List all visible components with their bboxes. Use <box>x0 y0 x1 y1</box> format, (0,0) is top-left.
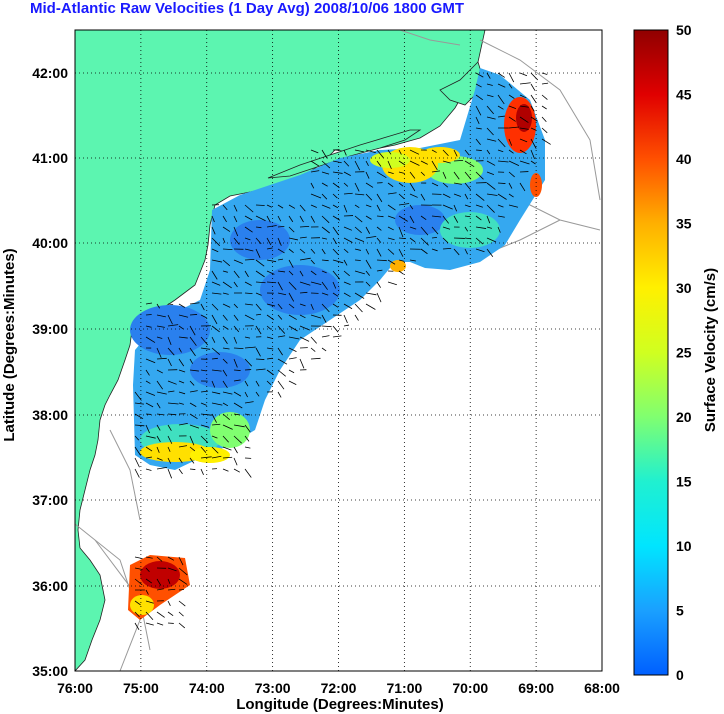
plot-frame <box>74 29 603 672</box>
colorbar-tick-label: 10 <box>676 538 692 554</box>
velocity-arrows <box>134 72 551 631</box>
x-tick-label: 71:00 <box>386 680 422 696</box>
y-tick-label: 42:00 <box>32 65 68 81</box>
velocity-field <box>128 68 545 620</box>
y-tick-label: 36:00 <box>32 578 68 594</box>
y-tick-label: 39:00 <box>32 321 68 337</box>
colorbar-tick-label: 5 <box>676 603 684 619</box>
y-tick-label: 40:00 <box>32 235 68 251</box>
colorbar-label: Surface Velocity (cm/s) <box>702 268 719 432</box>
colorbar-tick-label: 35 <box>676 216 692 232</box>
long-island <box>267 129 422 179</box>
colorbar-tick-label: 45 <box>676 87 692 103</box>
grid-lines <box>75 30 602 671</box>
colorbar-tick-label: 50 <box>676 22 692 38</box>
x-tick-label: 70:00 <box>452 680 488 696</box>
x-tick-label: 73:00 <box>255 680 291 696</box>
y-axis-label: Latitude (Degrees:Minutes) <box>1 248 18 441</box>
x-tick-label: 76:00 <box>57 680 93 696</box>
colorbar-tick-label: 0 <box>676 667 684 683</box>
x-axis-label: Longitude (Degrees:Minutes) <box>236 696 444 713</box>
y-tick-label: 38:00 <box>32 407 68 423</box>
y-tick-label: 41:00 <box>32 150 68 166</box>
x-tick-label: 72:00 <box>321 680 357 696</box>
x-tick-label: 69:00 <box>518 680 554 696</box>
x-tick-label: 68:00 <box>584 680 620 696</box>
colorbar-tick-label: 15 <box>676 474 692 490</box>
x-tick-label: 74:00 <box>189 680 225 696</box>
colorbar-tick-label: 40 <box>676 151 692 167</box>
map-title: Mid-Atlantic Raw Velocities (1 Day Avg) … <box>30 0 465 17</box>
x-tick-label: 75:00 <box>123 680 159 696</box>
colorbar-tick-label: 30 <box>676 280 692 296</box>
colorbar <box>633 29 669 676</box>
colorbar-tick-label: 20 <box>676 409 692 425</box>
plot-area <box>75 30 602 671</box>
y-tick-label: 35:00 <box>32 663 68 679</box>
colorbar-tick-label: 25 <box>676 345 692 361</box>
x-axis-ticks: 76:00 75:00 74:00 73:00 72:00 71:00 70:00 69:00… <box>57 680 620 696</box>
y-tick-label: 37:00 <box>32 492 68 508</box>
y-axis-ticks: 42:00 41:00 40:00 39:00 38:00 37:00 36:00 35:00 <box>32 65 68 679</box>
